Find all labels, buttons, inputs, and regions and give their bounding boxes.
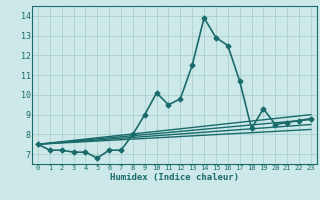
X-axis label: Humidex (Indice chaleur): Humidex (Indice chaleur): [110, 173, 239, 182]
